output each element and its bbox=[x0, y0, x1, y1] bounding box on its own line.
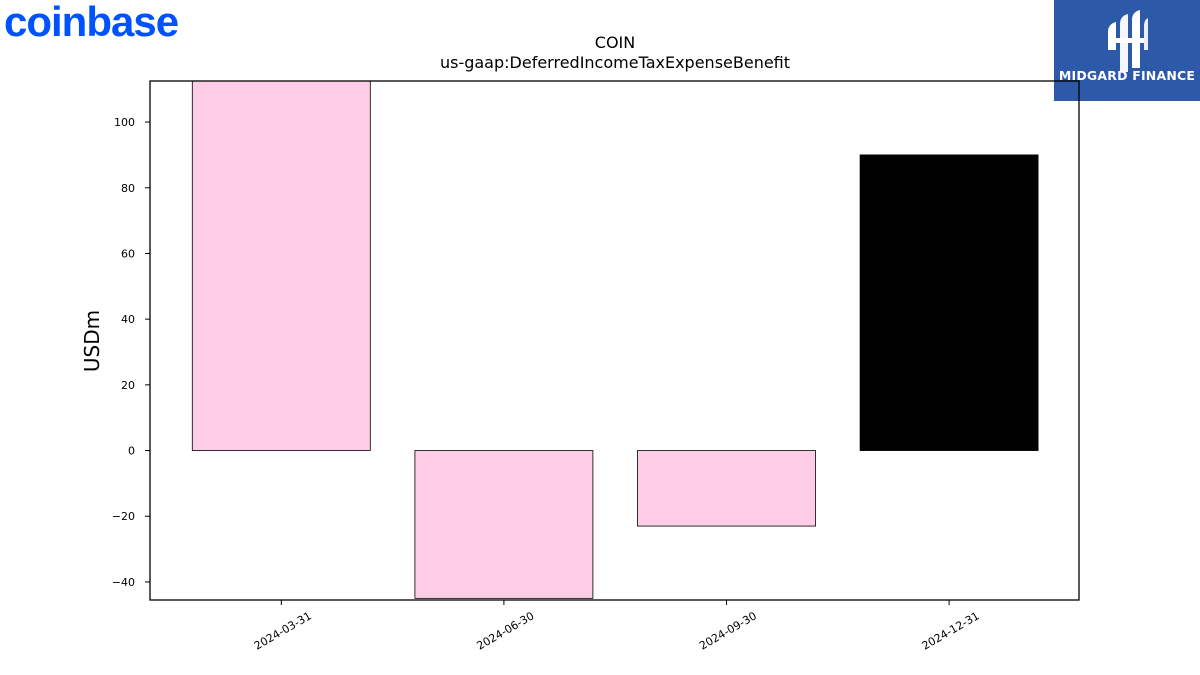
x-axis-ticks: 2024-03-31 2024-06-30 2024-09-30 2024-12-31 bbox=[252, 600, 982, 653]
y-axis-label: USDm bbox=[80, 310, 104, 372]
chart-title: COIN bbox=[595, 33, 635, 52]
y-tick-label: 0 bbox=[128, 445, 135, 458]
y-tick-label: 40 bbox=[121, 313, 135, 326]
bar-2024-06-30 bbox=[414, 450, 594, 599]
y-tick-label: 100 bbox=[114, 116, 135, 129]
chart-subtitle: us-gaap:DeferredIncomeTaxExpenseBenefit bbox=[440, 53, 790, 72]
x-tick-label: 2024-06-30 bbox=[475, 609, 537, 652]
y-tick-label: 80 bbox=[121, 182, 135, 195]
bar-2024-03-31 bbox=[191, 80, 371, 451]
x-tick-label: 2024-09-30 bbox=[697, 609, 759, 652]
plot-frame bbox=[149, 80, 1080, 601]
bars-group bbox=[191, 80, 1039, 599]
y-tick-label: −40 bbox=[112, 576, 135, 589]
badge-text: MIDGARD FINANCE bbox=[1058, 68, 1196, 83]
x-tick-label: 2024-03-31 bbox=[252, 609, 314, 652]
bar-2024-09-30 bbox=[637, 450, 816, 527]
y-axis-ticks: −40 −20 0 20 40 60 80 100 bbox=[112, 116, 150, 589]
x-tick-label: 2024-12-31 bbox=[920, 609, 982, 652]
y-tick-label: 60 bbox=[121, 247, 135, 260]
midgard-logo-icon bbox=[1108, 10, 1148, 72]
coinbase-logo: coinbase bbox=[4, 0, 179, 45]
y-tick-label: 20 bbox=[121, 379, 135, 392]
bar-2024-12-31 bbox=[859, 154, 1039, 451]
midgard-finance-badge: MIDGARD FINANCE bbox=[1054, 0, 1200, 101]
y-tick-label: −20 bbox=[112, 510, 135, 523]
